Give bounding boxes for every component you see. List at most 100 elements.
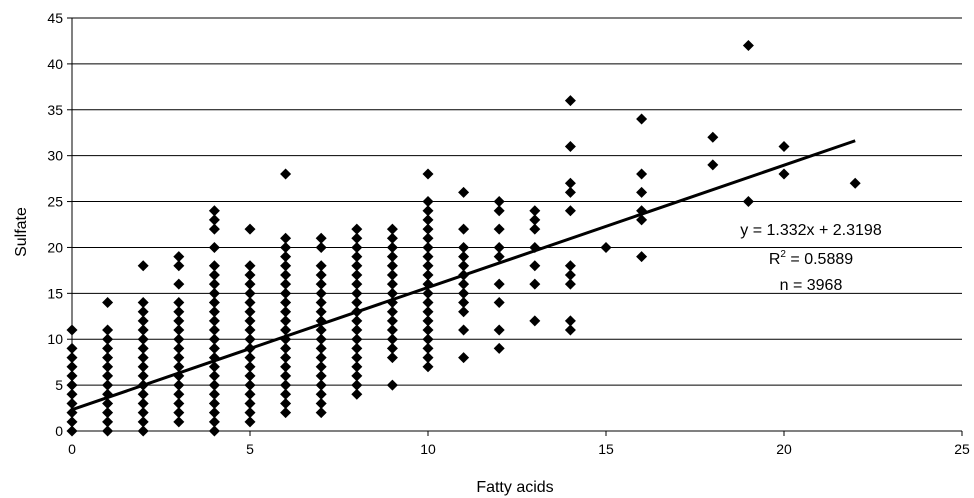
data-point [137, 416, 149, 428]
data-point [280, 407, 292, 419]
data-point [351, 269, 363, 281]
data-point [280, 342, 292, 354]
data-point [315, 241, 327, 253]
data-point [102, 361, 114, 373]
data-point [102, 397, 114, 409]
data-point [529, 278, 541, 290]
data-point [315, 361, 327, 373]
data-point [351, 315, 363, 327]
data-point [66, 342, 78, 354]
data-point [386, 342, 398, 354]
data-point [315, 379, 327, 391]
data-point [315, 278, 327, 290]
data-point [102, 324, 114, 336]
data-point [208, 278, 220, 290]
data-point [386, 379, 398, 391]
data-point [315, 397, 327, 409]
data-point [137, 352, 149, 364]
data-point [137, 333, 149, 345]
data-point [137, 407, 149, 419]
data-point [422, 269, 434, 281]
gridlines [72, 17, 962, 386]
data-point [564, 260, 576, 272]
data-point [422, 297, 434, 309]
data-point [386, 232, 398, 244]
data-point [564, 95, 576, 107]
data-point [707, 159, 719, 171]
data-point [244, 315, 256, 327]
data-point [529, 260, 541, 272]
data-point [315, 287, 327, 299]
data-point [458, 186, 470, 198]
data-point [636, 251, 648, 263]
data-point [173, 315, 185, 327]
data-point [351, 333, 363, 345]
data-point [102, 342, 114, 354]
data-point [351, 297, 363, 309]
data-point [244, 223, 256, 235]
data-point [386, 251, 398, 263]
data-point [493, 324, 505, 336]
data-point [137, 324, 149, 336]
data-point [173, 379, 185, 391]
data-point [493, 196, 505, 208]
data-point [600, 241, 612, 253]
data-point [564, 177, 576, 189]
data-point [137, 306, 149, 318]
data-point [66, 352, 78, 364]
data-point [386, 269, 398, 281]
data-point [66, 425, 78, 437]
data-point [173, 324, 185, 336]
data-point [636, 113, 648, 125]
data-point [244, 333, 256, 345]
data-point [280, 361, 292, 373]
data-point [102, 297, 114, 309]
data-point [173, 388, 185, 400]
data-point [493, 278, 505, 290]
data-point [351, 223, 363, 235]
data-point [208, 379, 220, 391]
data-point [173, 397, 185, 409]
data-point [66, 324, 78, 336]
data-point [208, 260, 220, 272]
data-point [422, 324, 434, 336]
data-point [280, 306, 292, 318]
data-point [137, 342, 149, 354]
data-point [351, 352, 363, 364]
data-point [244, 297, 256, 309]
data-point [493, 297, 505, 309]
data-point [422, 333, 434, 345]
data-point [386, 352, 398, 364]
data-point [208, 306, 220, 318]
x-tick-label-15: 15 [598, 441, 614, 457]
data-point [315, 388, 327, 400]
data-point [422, 260, 434, 272]
data-point [208, 370, 220, 382]
data-point [315, 370, 327, 382]
data-point [66, 388, 78, 400]
data-point [173, 278, 185, 290]
data-point [351, 278, 363, 290]
data-point [315, 352, 327, 364]
data-point [564, 205, 576, 217]
data-point [102, 416, 114, 428]
data-point [280, 379, 292, 391]
x-axis-title: Fatty acids [476, 479, 553, 496]
trendline-equation: y = 1.332x + 2.3198 [740, 222, 882, 239]
data-point [315, 260, 327, 272]
data-point [636, 186, 648, 198]
data-point [244, 324, 256, 336]
data-point [66, 370, 78, 382]
data-point [173, 407, 185, 419]
data-point [351, 342, 363, 354]
data-point [280, 278, 292, 290]
data-point [208, 205, 220, 217]
data-point [315, 306, 327, 318]
data-point [137, 388, 149, 400]
data-point [422, 251, 434, 263]
data-point [137, 315, 149, 327]
y-tick-label-45: 45 [47, 10, 63, 26]
data-point [280, 352, 292, 364]
tick-labels: 0 5 10 15 20 25 30 35 40 45 0 5 10 15 20 25 [47, 10, 970, 457]
